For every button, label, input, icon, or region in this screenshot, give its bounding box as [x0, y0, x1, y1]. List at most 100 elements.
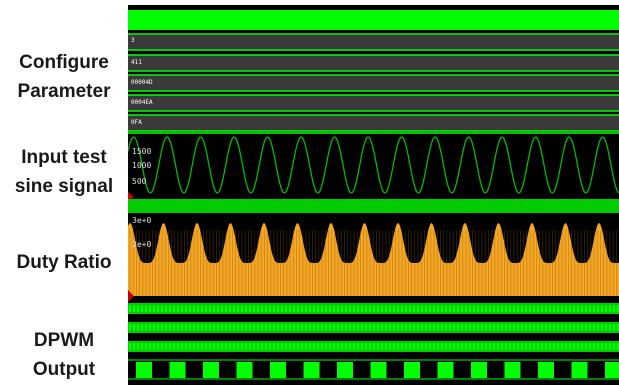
dpwm-tick [609, 324, 612, 331]
dpwm-tick [345, 343, 348, 350]
dpwm-tick [237, 324, 240, 331]
dpwm-tick [273, 343, 276, 350]
dpwm-tick [441, 324, 444, 331]
dpwm-pulse-0 [136, 362, 152, 378]
dpwm-tick [433, 305, 436, 312]
dpwm-tick [489, 343, 492, 350]
dpwm-tick [325, 343, 328, 350]
label-configure: Configure [19, 52, 109, 73]
dpwm-tick [457, 324, 460, 331]
config-bus-row-2 [128, 75, 619, 91]
dpwm-tick [553, 305, 556, 312]
dpwm-tick [577, 324, 580, 331]
dpwm-tick [181, 324, 184, 331]
config-value-2: 00004D [131, 79, 153, 86]
dpwm-tick [417, 343, 420, 350]
dpwm-tick [281, 343, 284, 350]
dpwm-tick [345, 324, 348, 331]
dpwm-tick [497, 324, 500, 331]
dpwm-tick [137, 305, 140, 312]
dpwm-tick [161, 343, 164, 350]
dpwm-tick [361, 324, 364, 331]
dpwm-tick [281, 305, 284, 312]
dpwm-tick [617, 305, 619, 312]
dpwm-tick [361, 343, 364, 350]
dpwm-tick [429, 305, 432, 312]
dpwm-tick [357, 324, 360, 331]
dpwm-tick [201, 324, 204, 331]
dpwm-tick [249, 324, 252, 331]
dpwm-tick [217, 324, 220, 331]
dpwm-tick [509, 324, 512, 331]
dpwm-tick [445, 324, 448, 331]
dpwm-tick [325, 305, 328, 312]
dpwm-tick [549, 343, 552, 350]
dpwm-tick [205, 324, 208, 331]
dpwm-tick [593, 343, 596, 350]
dpwm-tick [149, 343, 152, 350]
dpwm-tick [449, 324, 452, 331]
dpwm-tick [373, 305, 376, 312]
duty-cursor-marker [128, 290, 134, 302]
dpwm-tick [557, 324, 560, 331]
dpwm-tick [517, 305, 520, 312]
dpwm-tick [253, 343, 256, 350]
dpwm-tick [561, 343, 564, 350]
dpwm-tick [521, 324, 524, 331]
dpwm-tick [145, 305, 148, 312]
config-value-4: 0FA [131, 119, 142, 126]
dpwm-tick [445, 343, 448, 350]
dpwm-tick [197, 324, 200, 331]
dpwm-tick [581, 324, 584, 331]
dpwm-tick [221, 343, 224, 350]
dpwm-tick [293, 343, 296, 350]
dpwm-tick [617, 324, 619, 331]
dpwm-tick [485, 324, 488, 331]
dpwm-tick [493, 324, 496, 331]
dpwm-tick [229, 324, 232, 331]
dpwm-tick [425, 305, 428, 312]
dpwm-tick [329, 324, 332, 331]
dpwm-tick [545, 305, 548, 312]
dpwm-tick [525, 305, 528, 312]
label-input-test: Input test [21, 147, 107, 168]
config-bus-row-4 [128, 115, 619, 131]
dpwm-tick [365, 305, 368, 312]
dpwm-tick [273, 324, 276, 331]
dpwm-tick [605, 305, 608, 312]
dpwm-tick [217, 305, 220, 312]
dpwm-tick [189, 343, 192, 350]
clock-enable-signal [128, 10, 619, 30]
dpwm-tick [405, 324, 408, 331]
dpwm-tick [193, 305, 196, 312]
dpwm-tick [573, 324, 576, 331]
dpwm-tick [341, 343, 344, 350]
dpwm-tick [249, 343, 252, 350]
dpwm-tick [537, 343, 540, 350]
dpwm-tick [597, 305, 600, 312]
dpwm-tick [153, 343, 156, 350]
config-bus-row-0 [128, 34, 619, 50]
dpwm-tick [301, 305, 304, 312]
dpwm-tick [417, 324, 420, 331]
dpwm-tick [293, 305, 296, 312]
dpwm-tick [433, 324, 436, 331]
sine-bus-bar [128, 199, 619, 213]
dpwm-tick [213, 324, 216, 331]
dpwm-tick [253, 324, 256, 331]
dpwm-tick [609, 343, 612, 350]
dpwm-tick [489, 324, 492, 331]
dpwm-tick [141, 305, 144, 312]
dpwm-tick [405, 305, 408, 312]
dpwm-tick [325, 324, 328, 331]
dpwm-tick [437, 343, 440, 350]
dpwm-tick [305, 324, 308, 331]
dpwm-tick [569, 324, 572, 331]
dpwm-tick [173, 324, 176, 331]
dpwm-tick [437, 324, 440, 331]
waveform-viewer[interactable]: 3 411 00004D 0004EA 0FA 1500 1000 500 3e… [128, 0, 619, 385]
dpwm-tick [617, 343, 619, 350]
dpwm-tick [233, 324, 236, 331]
label-sine-signal: sine signal [14, 176, 114, 197]
dpwm-tick [329, 343, 332, 350]
